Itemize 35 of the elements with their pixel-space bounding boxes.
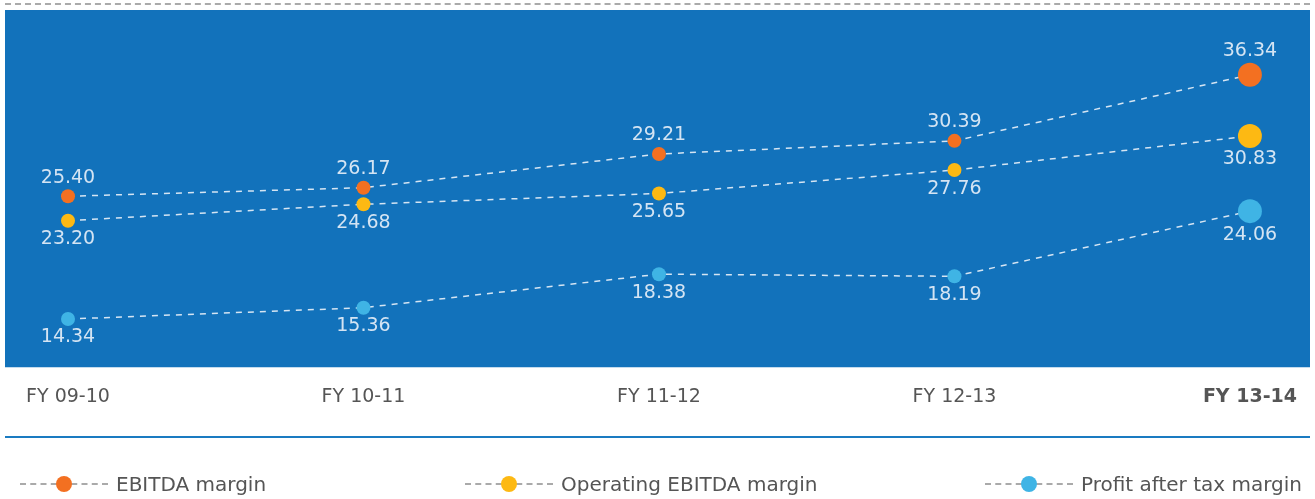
data-label: 25.40 [40,164,96,187]
point [356,300,371,315]
data-label: 36.34 [1222,38,1278,61]
legend-label: Profit after tax margin [1081,472,1303,496]
x-tick-label: FY 12-13 [912,383,997,406]
data-label: 27.76 [927,175,982,198]
data-label: 24.68 [336,209,391,232]
point [61,213,75,228]
point [651,186,666,201]
x-tick-label: FY 09-10 [26,383,110,406]
point [356,197,371,212]
legend-label: EBITDA margin [116,472,267,496]
point [947,163,962,178]
data-label: 23.20 [40,226,96,249]
point [947,269,962,284]
point [61,312,75,327]
data-label: 18.19 [927,281,982,304]
data-label: 30.39 [927,109,982,132]
data-label: 24.06 [1222,221,1278,244]
legend-label: Operating EBITDA margin [561,472,818,496]
x-tick-label: FY 10-11 [321,383,406,406]
data-label: 15.36 [336,313,391,336]
data-label: 29.21 [631,122,687,145]
data-label: 26.17 [336,156,391,179]
x-tick-label: FY 11-12 [617,383,701,406]
data-label: 14.34 [40,324,96,347]
point [651,146,666,161]
point [61,189,75,204]
data-label: 30.83 [1222,146,1278,169]
x-tick-label: FY 13-14 [1202,383,1297,406]
point [356,180,371,195]
data-label: 18.38 [631,279,687,302]
data-label: 25.65 [631,198,687,221]
point [651,267,666,282]
point [947,133,962,148]
